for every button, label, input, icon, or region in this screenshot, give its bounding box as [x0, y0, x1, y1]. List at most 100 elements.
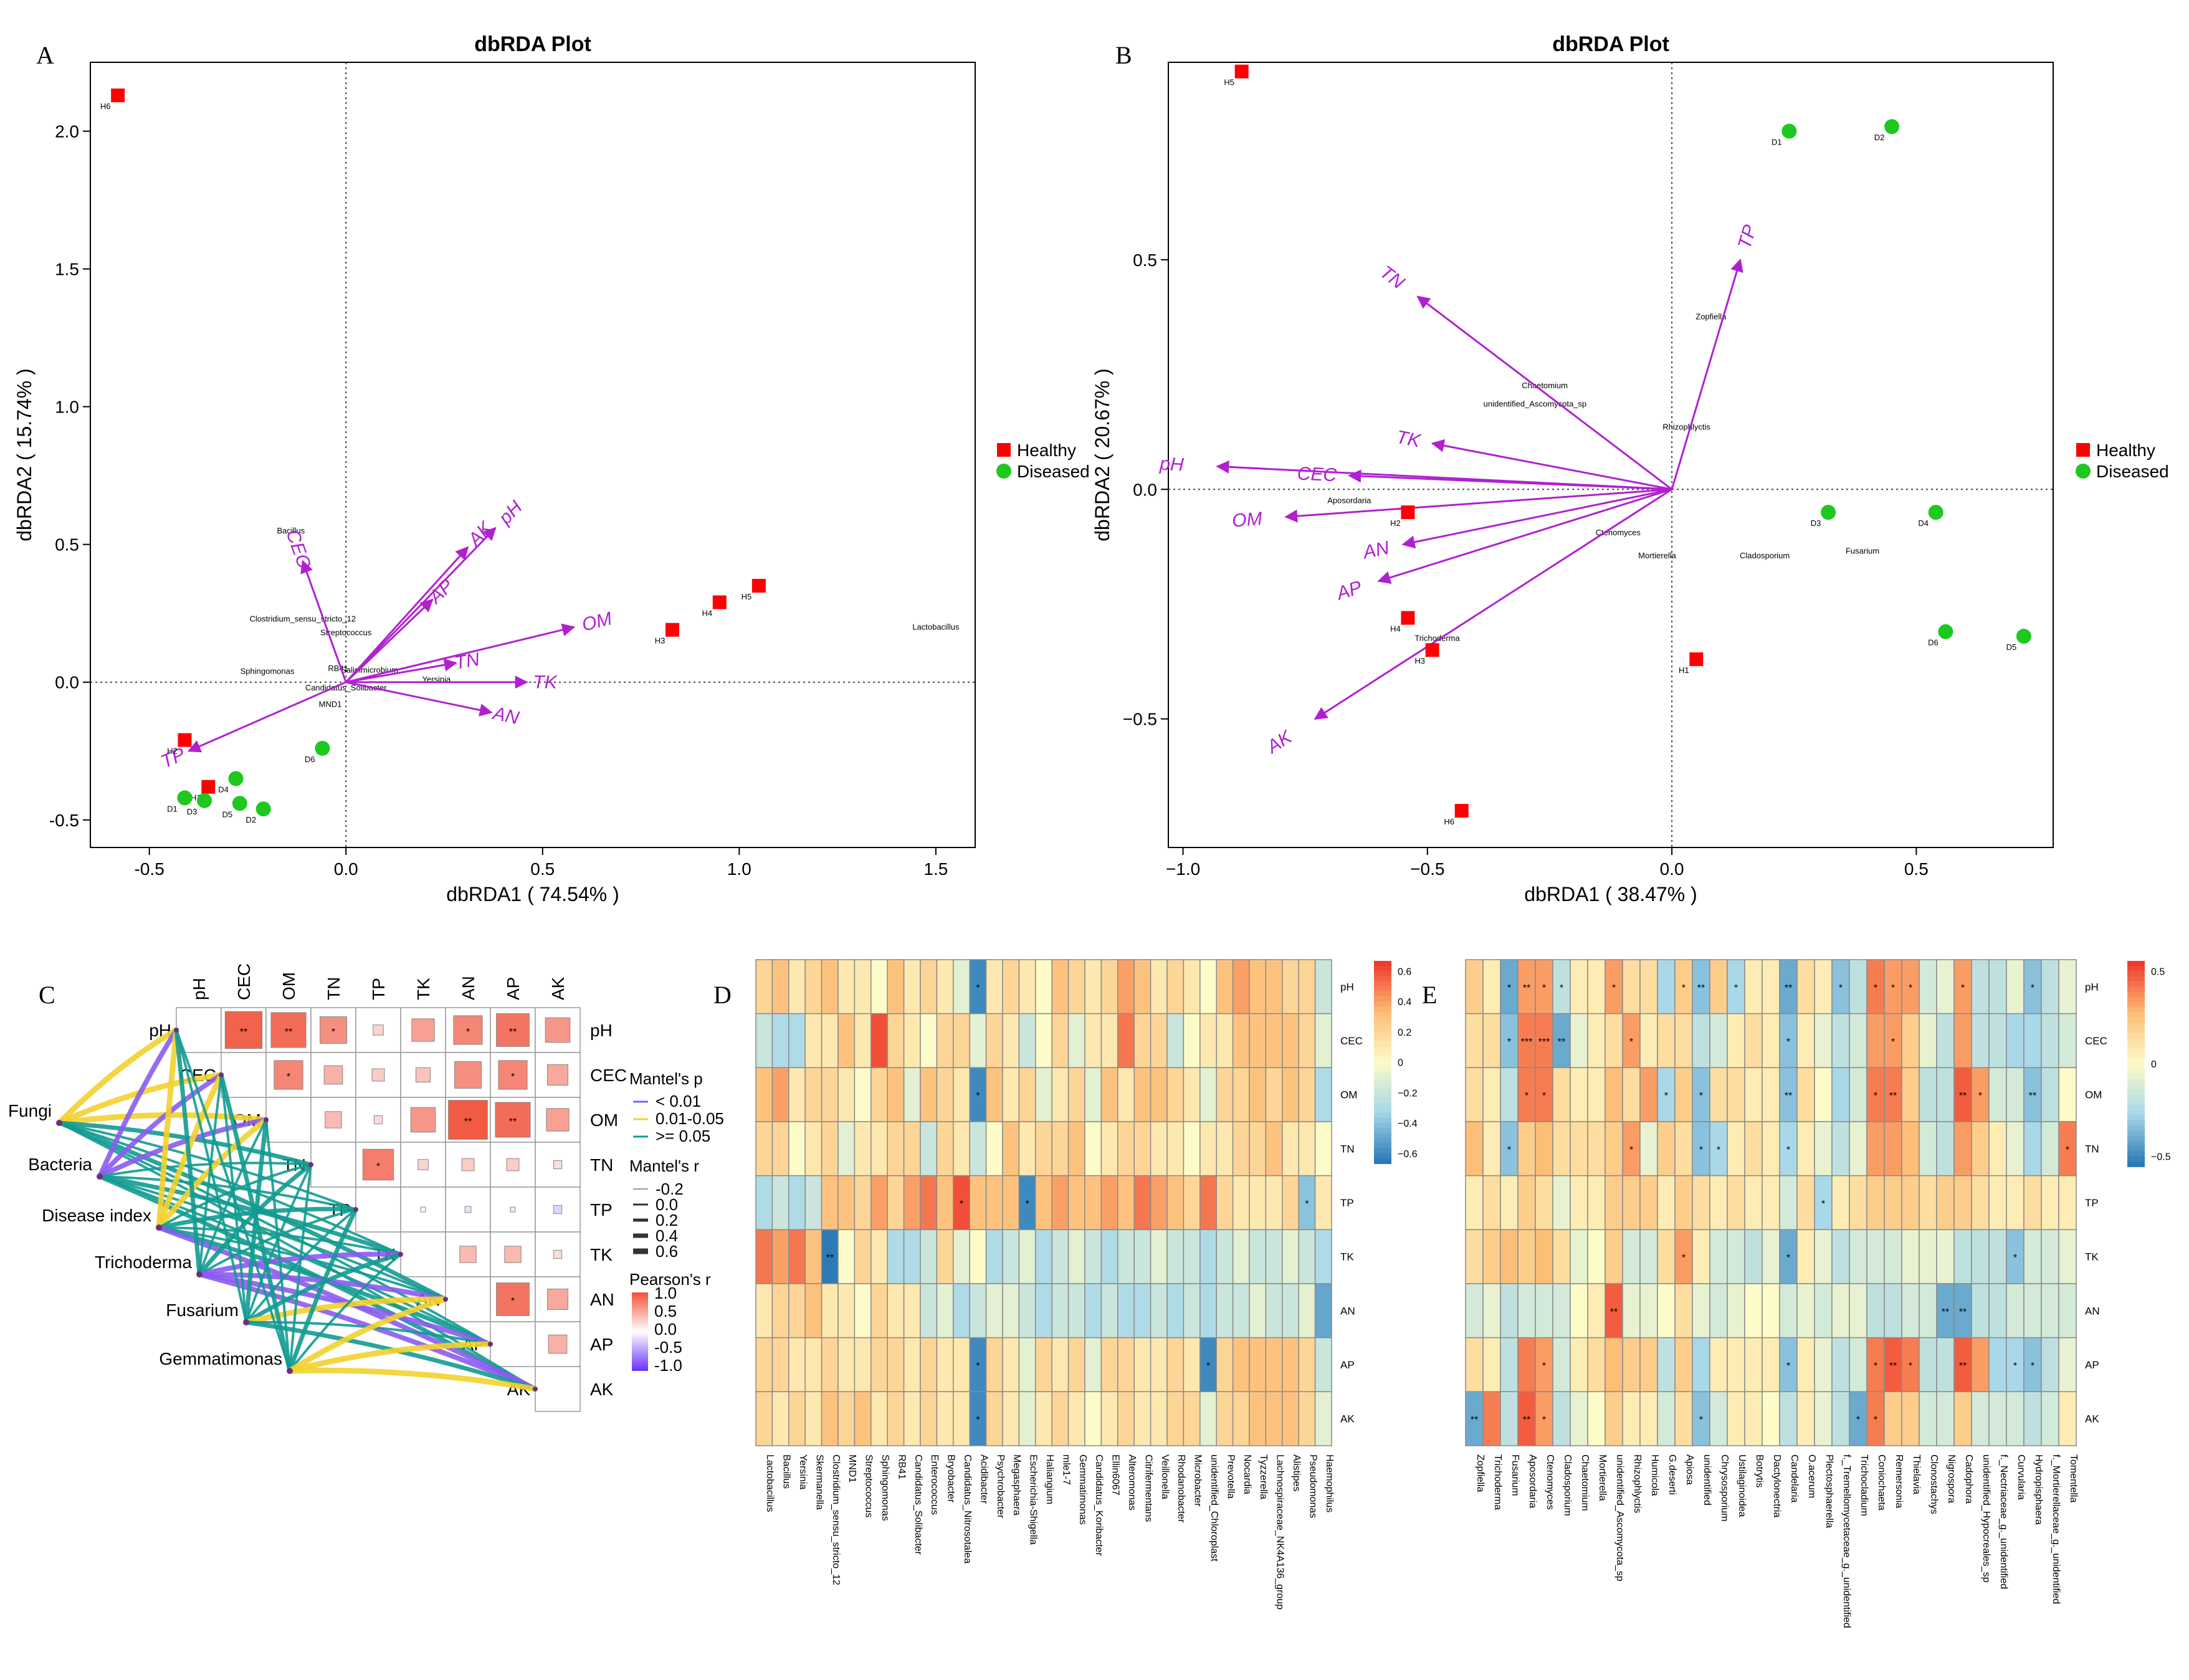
- heat-d-cell: [1018, 1121, 1036, 1176]
- heat-d-cell: [1002, 1175, 1020, 1231]
- heat-e-sig-star: *: [1699, 1091, 1703, 1102]
- heat-e-cell: [1796, 1229, 1815, 1284]
- heat-e-cell: [1535, 1337, 1553, 1393]
- c-cell-frame: [535, 1186, 581, 1233]
- plot-b-point-diseased: [1821, 505, 1836, 520]
- heat-d-cell: [969, 1229, 987, 1284]
- heat-e-cell: [1988, 1229, 2007, 1284]
- heat-e-col-label: f._Tremellomycetaceae_g._unidentified: [1841, 1454, 1852, 1628]
- heat-d-cell: [903, 1013, 921, 1069]
- heat-e-scale-step: [2127, 976, 2145, 982]
- heat-e-scale-step: [2127, 1125, 2145, 1132]
- heat-d-col-label: Microbacter: [1193, 1454, 1203, 1507]
- heat-d-cell: [1067, 1229, 1085, 1284]
- heat-e-cell: [1500, 1013, 1519, 1069]
- heat-e-cell: [1936, 1175, 1955, 1231]
- heat-d-cell: [854, 1013, 872, 1069]
- heat-e-cell: [1517, 1175, 1536, 1231]
- heat-d-cell: [1117, 1229, 1135, 1284]
- plot-a-taxon-label: Bacillus: [277, 526, 305, 535]
- heat-d-scale-step: [1374, 1026, 1391, 1033]
- heat-e-cell: [2006, 1391, 2024, 1446]
- c-cell-frame: [400, 1231, 446, 1277]
- heat-e-scale-step: [2127, 971, 2145, 977]
- heat-d-cell: [1249, 1283, 1267, 1339]
- heat-d-cell: [1117, 959, 1135, 1014]
- heat-e-cell: [2006, 1337, 2024, 1393]
- c-cell-square: [448, 1100, 488, 1140]
- heat-e-cell: [2023, 1121, 2042, 1176]
- heat-e-cell: [1709, 1175, 1728, 1231]
- heat-e-cell: [1796, 1067, 1815, 1122]
- heat-d-cell: [837, 1067, 856, 1122]
- heat-e-scale-step: [2127, 966, 2145, 972]
- plot-b-vector-label-om: OM: [1231, 508, 1263, 531]
- c-cell-star: **: [240, 1027, 247, 1038]
- heat-d-cell: [985, 1391, 1003, 1446]
- heat-d-row-label: OM: [1340, 1089, 1357, 1101]
- heat-e-cell: [1779, 1391, 1798, 1446]
- heat-d-cell: [1150, 1337, 1168, 1393]
- heat-d-cell: [1067, 1283, 1085, 1339]
- heat-d-cell: [903, 1283, 921, 1339]
- heat-e-col-label: G.deserti: [1667, 1454, 1677, 1495]
- heat-d-cell: [887, 1013, 905, 1069]
- c-mantel-edge: [98, 1117, 267, 1179]
- heat-e-cell: [1709, 1121, 1728, 1176]
- heat-e-sig-star: *: [1839, 983, 1843, 993]
- heat-e-cell: [1901, 1337, 1920, 1393]
- heat-d-cell: [854, 1175, 872, 1231]
- plot-a-taxon-label: Candidatus_Solibacter: [305, 683, 387, 692]
- heat-d-cell: [788, 1337, 806, 1393]
- heat-e-cell: [1570, 1121, 1588, 1176]
- heat-d-cell: [1166, 1337, 1185, 1393]
- heat-e-cell: [1796, 959, 1815, 1014]
- plot-b-taxon-label: Trichoderma: [1414, 633, 1460, 642]
- heat-e-cell: [1988, 959, 2007, 1014]
- heat-e-cell: [1674, 1337, 1693, 1393]
- heat-d-cell: [1002, 1283, 1020, 1339]
- heat-d-cell: [804, 1229, 823, 1284]
- heat-d-row-label: TN: [1340, 1143, 1355, 1155]
- heat-d-cell: [969, 1121, 987, 1176]
- heat-e-cell: [1762, 1337, 1780, 1393]
- heat-e-sig-star: *: [1542, 983, 1546, 993]
- heat-d-scale-step: [1374, 961, 1391, 967]
- heat-d-cell: [1314, 1067, 1332, 1122]
- heat-d-cell: [1199, 1229, 1217, 1284]
- c-mantel-edge: [219, 1074, 292, 1372]
- heat-e-cell: [1971, 1337, 1990, 1393]
- c-mantel-edge: [156, 1029, 179, 1228]
- heat-e-cell: [1936, 959, 1955, 1014]
- heat-e-cell: [1744, 1391, 1763, 1446]
- heat-d-scale-step: [1374, 1117, 1391, 1124]
- heat-e-cell: [1831, 1337, 1850, 1393]
- heat-d-cell: [1150, 1391, 1168, 1446]
- heat-e-cell: [1866, 1013, 1885, 1069]
- heat-e-cell: [1570, 1229, 1588, 1284]
- heat-e-cell: [1988, 1013, 2007, 1069]
- heat-e-cell: [1971, 1229, 1990, 1284]
- heat-d-cell: [903, 959, 921, 1014]
- heat-e-cell: [1517, 1337, 1536, 1393]
- c-row-header: OM: [590, 1110, 618, 1130]
- heat-e-cell: [2041, 1283, 2059, 1339]
- c-row-header: TP: [590, 1200, 613, 1219]
- heat-d-cell: [1084, 1013, 1102, 1069]
- heat-d-scale-tick: −0.2: [1398, 1088, 1418, 1099]
- heat-d-col-label: Psychrobacter: [995, 1454, 1006, 1519]
- heat-e-cell: [1762, 1067, 1780, 1122]
- heat-d-cell: [920, 1229, 938, 1284]
- c-mantel-edge: [288, 1296, 447, 1373]
- heat-d-col-label: Ellin6067: [1110, 1454, 1121, 1496]
- heat-e-cell: [1884, 1121, 1902, 1176]
- heat-d-col-label: Sphingomonas: [880, 1454, 890, 1521]
- heat-d-cell: [1002, 1013, 1020, 1069]
- heat-d-sig-star: *: [976, 1091, 980, 1102]
- heat-e-cell: [1552, 1175, 1571, 1231]
- plot-a-taxon-label: Salinimicrobium: [341, 665, 398, 674]
- heat-d-cell: [1265, 1175, 1283, 1231]
- panel-letter-a: A: [36, 41, 54, 69]
- heat-e-sig-star: *: [1699, 1145, 1703, 1155]
- plot-a-legend-diseased-key: [996, 464, 1011, 479]
